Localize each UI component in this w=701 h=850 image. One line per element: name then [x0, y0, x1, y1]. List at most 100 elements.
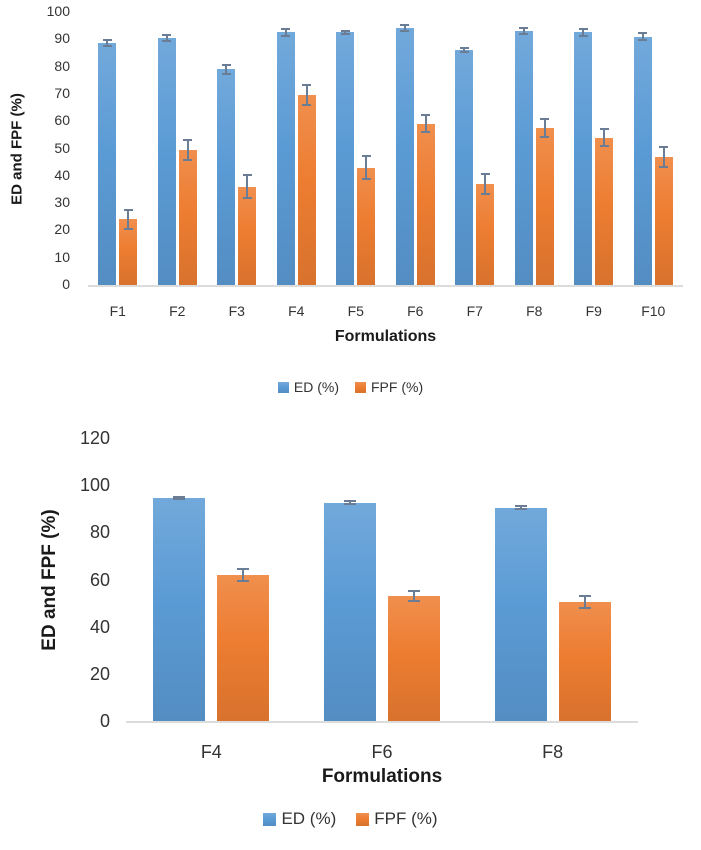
bar-fpf-f2 — [178, 149, 197, 285]
x-tick-label-f10: F10 — [641, 303, 666, 319]
top-chart-ed-fpf-all-formulations: ED and FPF (%) 0 10 20 30 40 50 60 70 80 90 100 F1 F2… — [0, 0, 701, 400]
error-bar — [578, 28, 588, 37]
x-tick-label-f4: F4 — [288, 303, 305, 319]
bar-fpf-f9 — [595, 137, 614, 285]
error-bar-line — [186, 138, 189, 161]
error-bar-line — [165, 33, 168, 43]
x-tick-label-f5: F5 — [347, 303, 364, 319]
y-tick-label: 60 — [89, 569, 110, 590]
bar-ed-f4 — [153, 498, 206, 721]
legend-swatch-fpf — [356, 812, 370, 826]
bar-ed-f3 — [217, 69, 236, 285]
error-bar — [162, 33, 172, 43]
bar-ed-f8 — [514, 31, 533, 285]
bar-ed-f6 — [395, 28, 414, 285]
error-bar-line — [641, 32, 644, 41]
error-bar-line — [284, 28, 287, 37]
error-bar-line — [582, 28, 585, 37]
x-axis-title: Formulations — [321, 766, 443, 787]
legend-label: FPF (%) — [374, 809, 438, 828]
error-bar-line — [413, 590, 415, 602]
error-bar-line — [662, 145, 665, 168]
error-bar-line — [519, 505, 522, 510]
legend-label: ED (%) — [281, 809, 337, 828]
y-tick-label: 0 — [62, 276, 70, 292]
x-tick-label-f8: F8 — [542, 742, 564, 762]
chart-legend: ED (%) FPF (%) — [0, 379, 701, 395]
plot-area — [126, 438, 638, 723]
y-tick-label: 20 — [54, 221, 70, 238]
y-tick-label: 90 — [54, 30, 70, 47]
error-bar — [540, 118, 550, 138]
legend-swatch-ed — [277, 381, 289, 393]
bar-fpf-f7 — [476, 184, 495, 285]
error-bar-line — [225, 63, 228, 75]
error-bar — [421, 114, 431, 134]
y-tick-label: 20 — [89, 663, 110, 684]
x-tick-label-f1: F1 — [109, 303, 126, 319]
chart-legend: ED (%) FPF (%) — [0, 809, 701, 829]
error-bar-line — [603, 128, 606, 148]
y-tick-label: 0 — [99, 711, 110, 731]
legend-item-fpf: FPF (%) — [356, 809, 438, 829]
bar-fpf-f4 — [217, 574, 270, 721]
error-bar — [237, 567, 250, 582]
legend-label: ED (%) — [293, 379, 339, 395]
y-tick-label: 50 — [54, 139, 70, 156]
y-tick-label: 80 — [89, 522, 110, 543]
bar-fpf-f5 — [357, 167, 376, 285]
legend-swatch-ed — [263, 812, 277, 826]
error-bar-line — [365, 155, 368, 180]
bar-ed-f2 — [157, 37, 176, 285]
bar-ed-f9 — [574, 32, 593, 285]
error-bar-line — [403, 24, 406, 33]
y-tick-label: 120 — [79, 428, 110, 448]
error-bar-line — [106, 39, 109, 48]
error-bar — [183, 138, 193, 161]
bar-fpf-f10 — [654, 156, 673, 285]
bar-ed-f6 — [324, 502, 376, 721]
x-tick-label-f9: F9 — [585, 303, 602, 319]
error-bar — [302, 84, 312, 107]
bar-ed-f1 — [98, 43, 117, 285]
error-bar — [480, 173, 490, 195]
error-bar-line — [543, 118, 546, 138]
error-bar-line — [305, 84, 308, 107]
x-tick-label-f8: F8 — [526, 303, 543, 319]
error-bar-line — [344, 29, 347, 36]
error-bar — [221, 63, 231, 75]
error-bar — [638, 32, 648, 41]
error-bar — [123, 208, 133, 231]
bar-fpf-f4 — [297, 95, 316, 285]
error-bar — [514, 505, 527, 510]
error-bar — [344, 500, 356, 506]
legend-swatch-fpf — [355, 381, 366, 393]
error-bar-line — [246, 174, 249, 199]
y-tick-label: 70 — [54, 84, 70, 101]
x-tick-label-f7: F7 — [466, 303, 483, 319]
x-tick-label-f4: F4 — [200, 742, 222, 762]
error-bar — [281, 28, 291, 37]
legend-item-ed: ED (%) — [277, 379, 339, 395]
error-bar-line — [583, 594, 586, 609]
plot-area — [88, 12, 683, 287]
legend-item-fpf: FPF (%) — [355, 379, 423, 395]
error-bar — [361, 155, 371, 180]
y-tick-label: 100 — [46, 3, 70, 19]
bar-fpf-f3 — [238, 186, 257, 285]
error-bar — [519, 27, 529, 36]
bar-ed-f7 — [455, 50, 474, 285]
error-bar-line — [178, 495, 181, 501]
error-bar-line — [242, 567, 245, 582]
bar-ed-f8 — [494, 507, 547, 721]
error-bar — [408, 590, 420, 602]
error-bar — [599, 128, 609, 148]
error-bar — [659, 145, 669, 168]
bar-fpf-f6 — [388, 596, 440, 721]
y-tick-label: 40 — [54, 166, 70, 183]
bar-ed-f5 — [336, 32, 355, 285]
y-tick-label: 100 — [79, 475, 110, 496]
y-tick-label: 30 — [54, 194, 70, 211]
error-bar — [400, 24, 410, 33]
